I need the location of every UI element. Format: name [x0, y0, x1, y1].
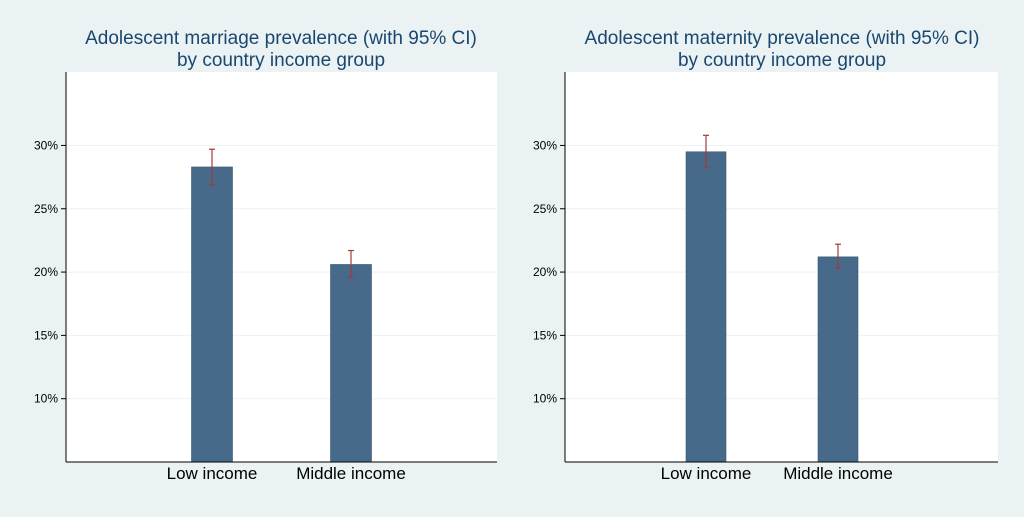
- chart-1-plot-area: [66, 72, 497, 462]
- chart-2-bar-1: [685, 151, 727, 463]
- chart-2-y-tick-label: 15%: [533, 328, 557, 342]
- chart-2-plot-area: [565, 72, 998, 462]
- chart-2-category-label: Low income: [661, 464, 752, 483]
- chart-1-y-tick-label: 15%: [34, 328, 58, 342]
- chart-2-bar-2: [817, 256, 859, 463]
- chart-1-y-tick-label: 30%: [34, 138, 58, 152]
- chart-2-title-line-2: by country income group: [678, 50, 886, 71]
- chart-1-title-line-2: by country income group: [177, 50, 385, 71]
- chart-2-category-label: Middle income: [783, 464, 893, 483]
- chart-1-category-label: Low income: [167, 464, 258, 483]
- chart-1-y-tick-label: 20%: [34, 265, 58, 279]
- chart-1-bar-2: [330, 264, 372, 463]
- chart-1-y-tick-label: 10%: [34, 392, 58, 406]
- chart-1-category-label: Middle income: [296, 464, 406, 483]
- chart-2-title-line-1: Adolescent maternity prevalence (with 95…: [585, 28, 980, 49]
- chart-2-y-tick-label: 10%: [533, 392, 557, 406]
- chart-2-y-tick-label: 20%: [533, 265, 557, 279]
- chart-2-y-tick-label: 25%: [533, 202, 557, 216]
- chart-1-bar-1: [191, 166, 233, 463]
- chart-2-y-tick-label: 30%: [533, 138, 557, 152]
- chart-1-title-line-1: Adolescent marriage prevalence (with 95%…: [85, 28, 477, 49]
- chart-1-y-tick-label: 25%: [34, 202, 58, 216]
